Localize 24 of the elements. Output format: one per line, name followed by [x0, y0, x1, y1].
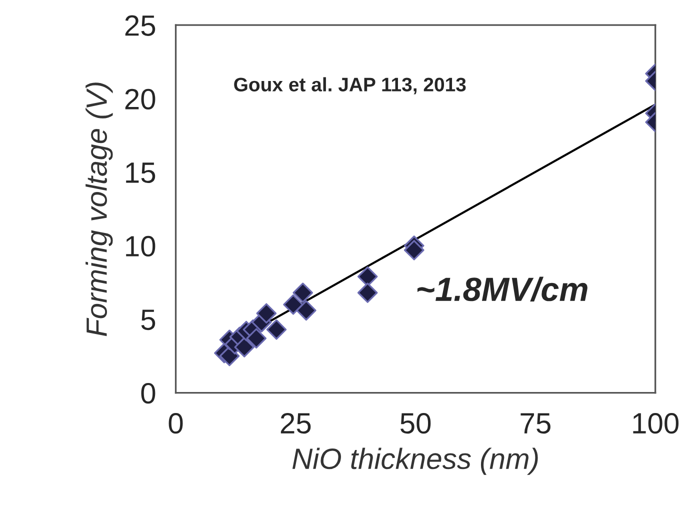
- point: [357, 266, 378, 287]
- y-tick-label: 5: [141, 310, 156, 330]
- point: [266, 319, 287, 340]
- y-tick-label: 0: [141, 382, 156, 404]
- x-tick-label: 75: [520, 413, 550, 434]
- x-tick-label: 25: [280, 412, 311, 434]
- point: [246, 328, 266, 349]
- y-axis-title: Forming voltage (V): [86, 82, 113, 336]
- y-tick-label: 25: [125, 15, 156, 36]
- y-tick-label: 15: [126, 162, 156, 184]
- y-tick-label: 20: [125, 88, 156, 110]
- annotation: ~1.8MV/cm: [417, 276, 588, 302]
- point: [256, 303, 277, 324]
- x-axis-title: NiO thickness (nm): [292, 448, 538, 475]
- annotation: Goux et al. JAP 113, 2013: [234, 77, 466, 94]
- point: [234, 337, 254, 358]
- y-tick-label: 10: [126, 236, 156, 257]
- x-tick-label: 50: [400, 412, 431, 434]
- point: [357, 282, 378, 303]
- point: [283, 294, 304, 315]
- x-tick-label: 0: [168, 412, 183, 434]
- x-tick-label: 100: [633, 412, 679, 434]
- point: [296, 300, 316, 321]
- point: [292, 282, 313, 303]
